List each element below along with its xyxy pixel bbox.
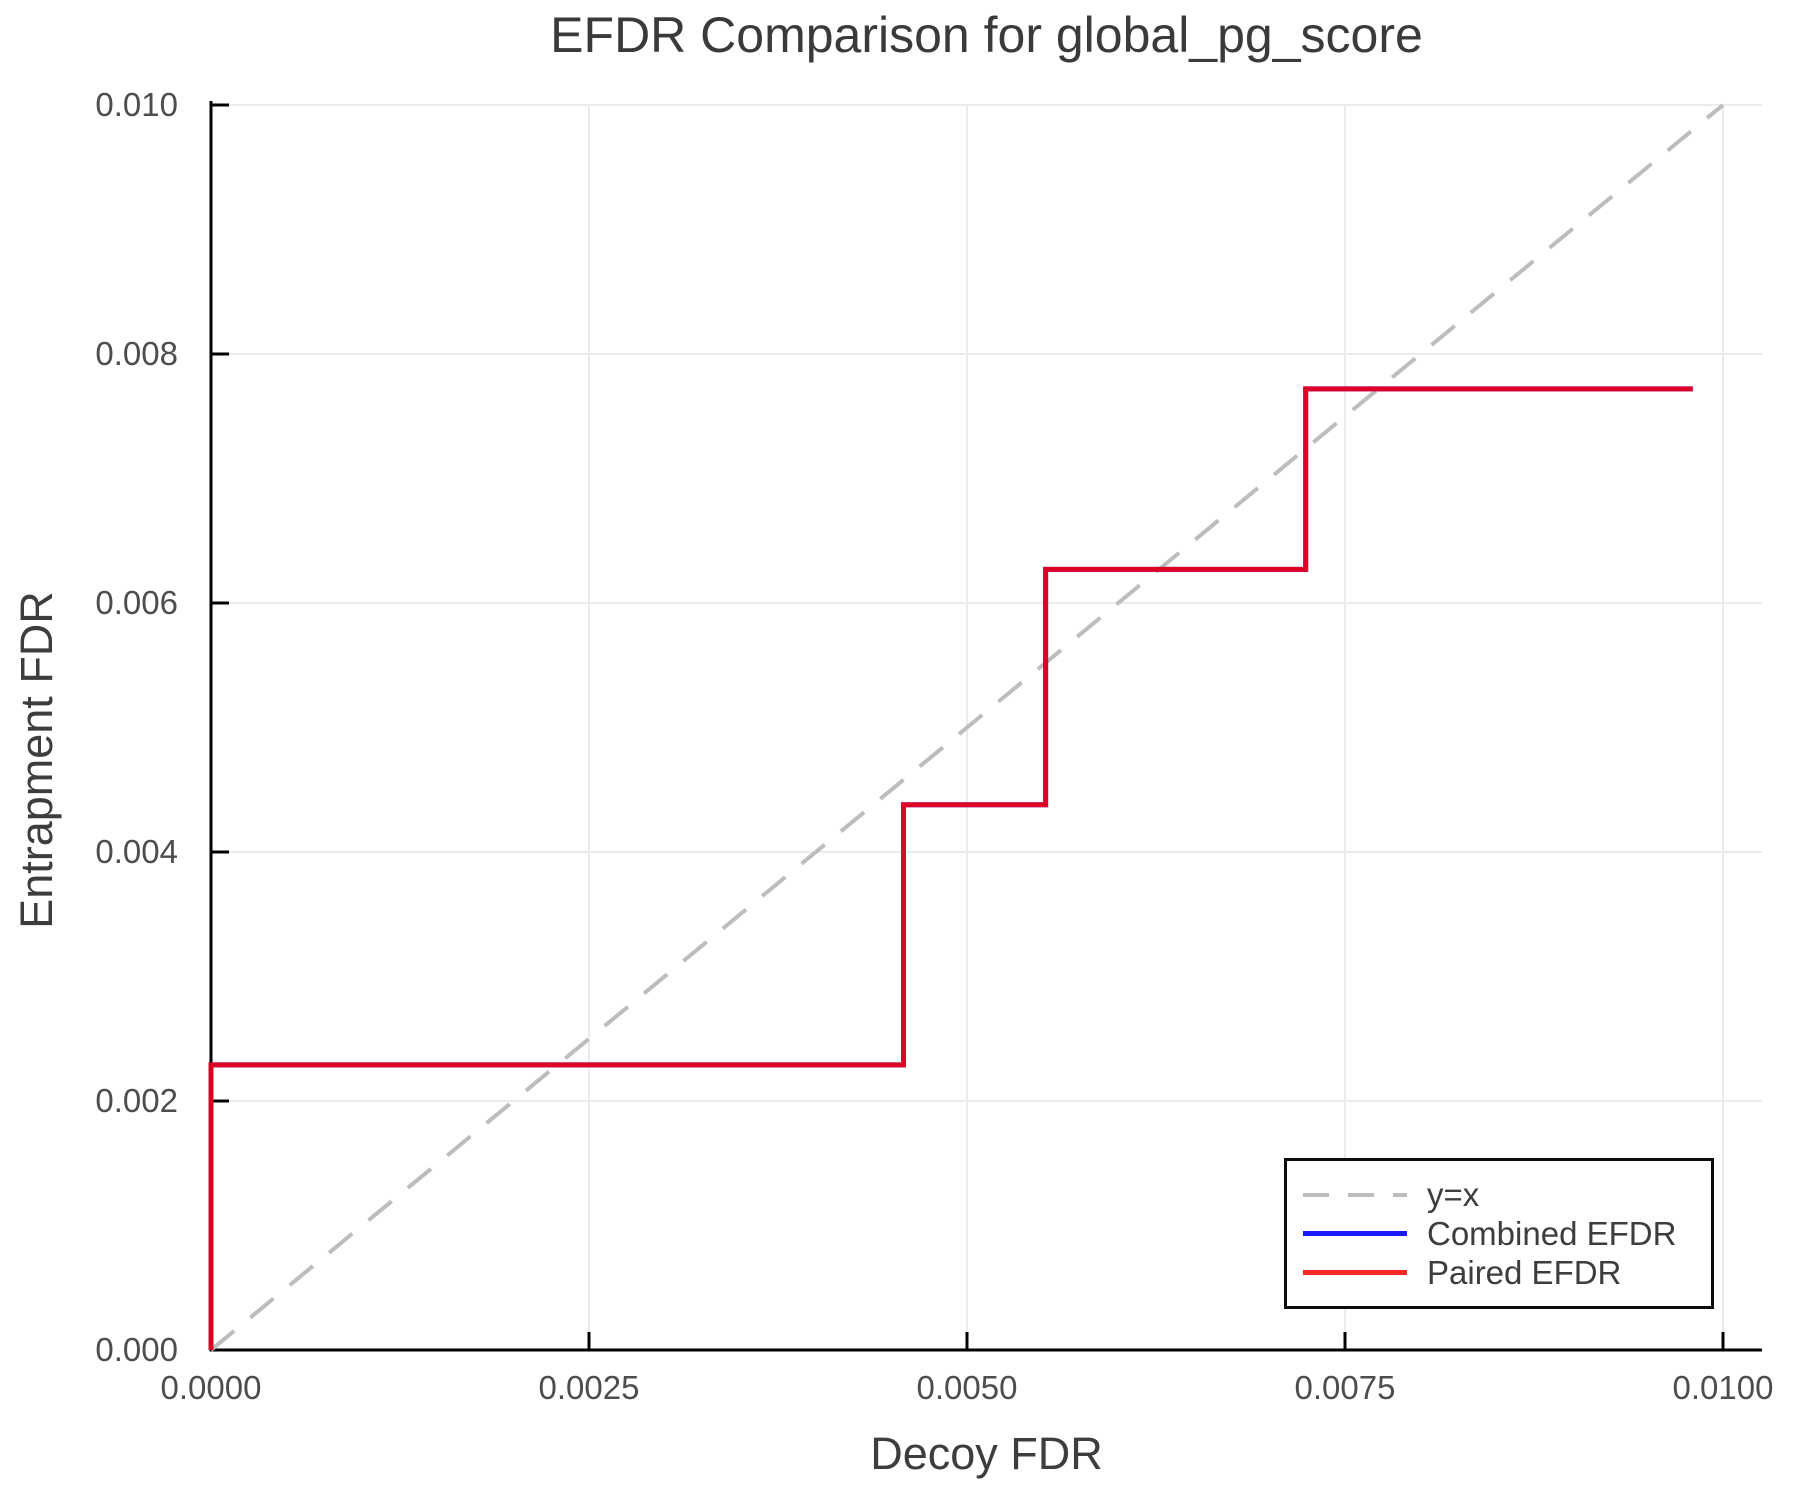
y-axis-label: Entrapment FDR (11, 591, 62, 929)
legend-item-combined-efdr: Combined EFDR (1303, 1214, 1711, 1253)
x-tick-label: 0.0000 (161, 1369, 262, 1406)
y-tick-label: 0.006 (95, 584, 178, 621)
series-y-x (209, 103, 1725, 1352)
legend-label-paired-efdr: Paired EFDR (1427, 1253, 1622, 1291)
y-tick-label: 0.002 (95, 1082, 178, 1119)
chart-title: EFDR Comparison for global_pg_score (550, 7, 1423, 63)
x-tick-label: 0.0025 (539, 1369, 640, 1406)
combined-efdr-line-swatch (1303, 1231, 1407, 1236)
y-tick-label: 0.004 (95, 833, 178, 870)
y-tick-labels: 0.000 0.002 0.004 0.006 0.008 0.010 (95, 86, 178, 1368)
y-tick-label: 0.000 (95, 1331, 178, 1368)
x-axis-label: Decoy FDR (870, 1428, 1103, 1479)
x-tick-label: 0.0050 (917, 1369, 1018, 1406)
x-tick-label: 0.0100 (1673, 1369, 1774, 1406)
legend-item-paired-efdr: Paired EFDR (1303, 1253, 1711, 1292)
y-tick-label: 0.010 (95, 86, 178, 123)
legend-item-identity: y=x (1303, 1175, 1711, 1214)
identity-dashed-line-swatch (1303, 1192, 1407, 1197)
y-tick-label: 0.008 (95, 335, 178, 372)
legend-label-combined-efdr: Combined EFDR (1427, 1214, 1677, 1252)
paired-efdr-line-swatch (1303, 1270, 1407, 1275)
legend-label-identity: y=x (1427, 1175, 1480, 1213)
x-tick-label: 0.0075 (1295, 1369, 1396, 1406)
legend: y=x Combined EFDR Paired EFDR (1284, 1158, 1714, 1309)
x-tick-labels: 0.0000 0.0025 0.0050 0.0075 0.0100 (161, 1369, 1774, 1406)
series-paired-efdr (208, 386, 1693, 1350)
